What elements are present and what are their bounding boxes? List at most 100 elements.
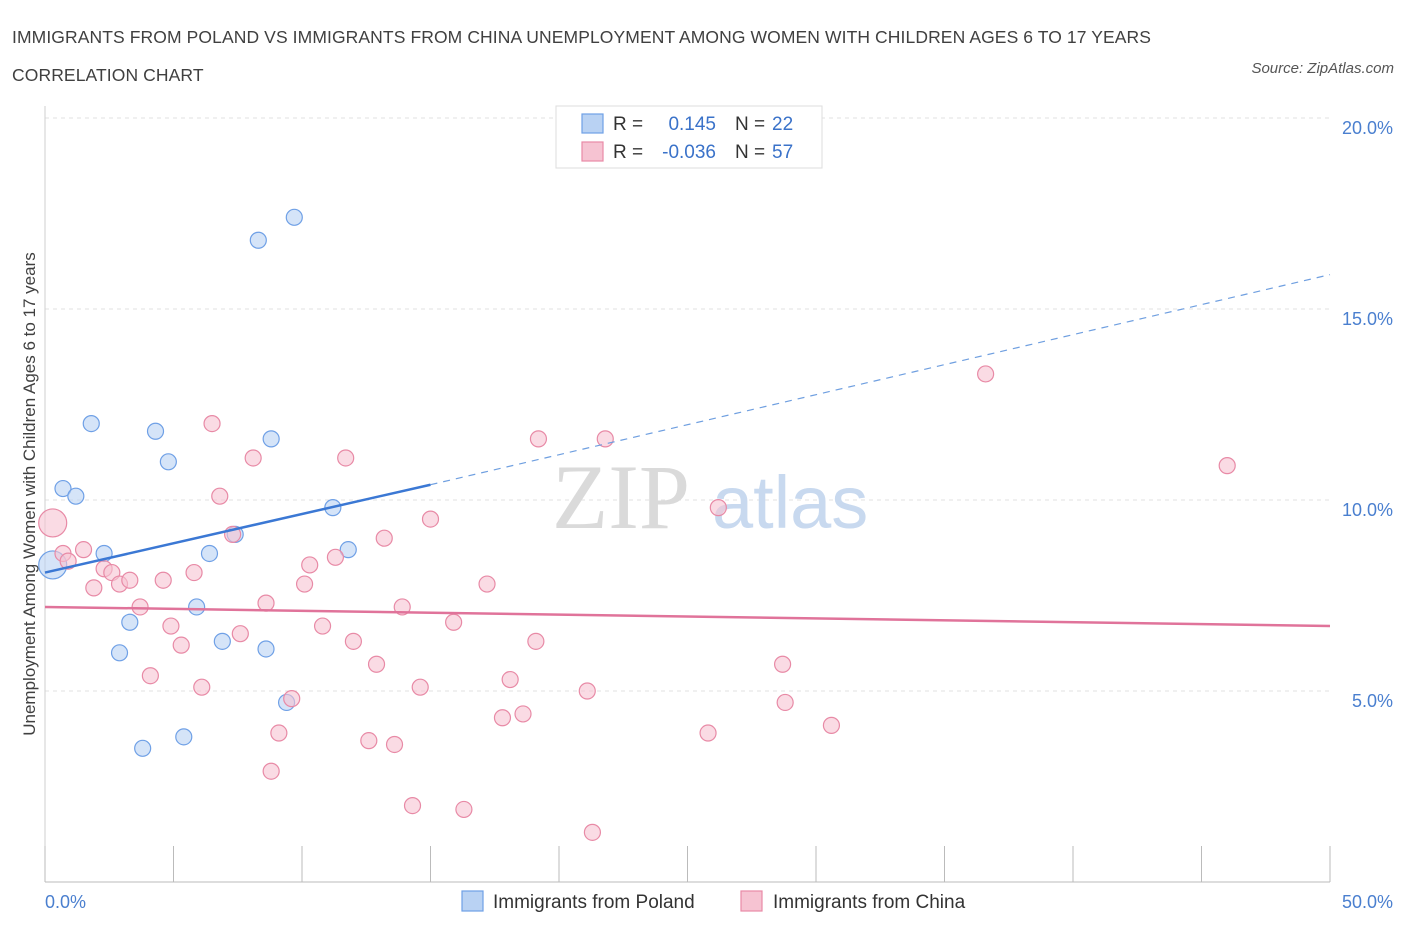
china-point <box>583 823 602 841</box>
y-tick-label-3: 20.0% <box>1342 118 1393 138</box>
china-point <box>231 625 249 643</box>
legend-n-value-poland: 22 <box>772 114 793 135</box>
china-point <box>172 636 190 654</box>
china-point <box>527 632 545 650</box>
legend-n-value-china: 57 <box>772 142 793 163</box>
x-tick-label-0: 0.0% <box>45 892 86 912</box>
source-label: Source: ZipAtlas.com <box>1251 60 1394 77</box>
china-point <box>977 365 995 383</box>
poland-point <box>121 613 139 631</box>
china-point <box>131 598 149 616</box>
poland-point <box>285 208 303 226</box>
poland-point <box>159 453 177 471</box>
poland-point <box>339 541 357 559</box>
legend-r-label-poland: R = <box>613 114 643 135</box>
china-point <box>193 678 211 696</box>
china-point <box>326 548 345 566</box>
china-point <box>360 732 378 750</box>
poland-point <box>67 487 85 505</box>
y-tick-label-2: 15.0% <box>1342 309 1393 329</box>
x-tick-label-1: 50.0% <box>1342 892 1393 912</box>
legend-n-label-china: N = <box>735 142 765 163</box>
china-point <box>596 430 614 448</box>
series-legend-swatch-china <box>740 890 763 912</box>
series-legend-swatch-poland <box>461 890 484 912</box>
legend-swatch-poland <box>581 113 604 134</box>
poland-point <box>200 544 219 563</box>
china-point <box>375 529 393 547</box>
correlation-legend: R = 0.145 N = 22 R = -0.036 N = 57 <box>555 105 823 169</box>
poland-point <box>249 231 267 249</box>
china-point <box>257 594 275 612</box>
china-point <box>514 705 532 723</box>
watermark-atlas: atlas <box>712 461 868 544</box>
x-tick-labels: 0.0% 50.0% <box>45 892 1393 912</box>
legend-n-label-poland: N = <box>735 114 765 135</box>
watermark: ZIP atlas <box>552 446 868 548</box>
china-point <box>699 724 717 742</box>
china-point <box>478 575 496 593</box>
legend-r-value-china: -0.036 <box>662 142 716 163</box>
poland-point <box>134 739 152 757</box>
china-point <box>154 571 172 589</box>
series-legend-label-china: Immigrants from China <box>773 892 966 913</box>
china-point <box>74 541 93 559</box>
china-point <box>1218 457 1236 475</box>
poland-point <box>257 640 275 658</box>
legend-r-value-poland: 0.145 <box>668 114 716 135</box>
legend-swatch-china <box>581 141 604 162</box>
china-point <box>455 800 473 819</box>
china-point <box>776 693 794 712</box>
y-tick-labels: 5.0% 10.0% 15.0% 20.0% <box>1342 118 1393 711</box>
china-point <box>578 682 596 700</box>
china-point <box>337 449 355 467</box>
china-point <box>283 690 301 708</box>
poland-point <box>262 430 280 448</box>
legend-r-label-china: R = <box>613 142 643 163</box>
y-axis-title: Unemployment Among Women with Children A… <box>20 252 39 736</box>
china-point <box>709 499 727 517</box>
y-tick-label-0: 5.0% <box>1352 691 1393 711</box>
china-point <box>141 667 159 685</box>
china-point <box>262 762 280 780</box>
poland-point <box>175 728 193 746</box>
china-point <box>445 613 463 631</box>
china-point <box>295 575 314 593</box>
china-point <box>403 796 422 815</box>
china-point <box>421 510 440 528</box>
gridlines <box>45 117 1330 692</box>
data-points <box>38 208 1236 841</box>
china-point <box>493 709 512 727</box>
china-point <box>301 556 319 574</box>
china-point <box>270 724 288 742</box>
china-point <box>529 430 548 448</box>
china-point <box>393 598 411 616</box>
china-point <box>367 655 386 673</box>
poland-point <box>188 598 206 616</box>
china-point <box>162 617 180 635</box>
axes <box>44 106 1331 883</box>
china-point <box>313 617 332 635</box>
china-point <box>121 571 139 589</box>
poland-point <box>146 422 165 440</box>
china-point <box>385 735 404 754</box>
china-point <box>244 449 262 467</box>
china-point <box>822 716 841 734</box>
poland-trend-line <box>44 483 431 574</box>
poland-trend-line-extension <box>430 274 1331 486</box>
series-legend-label-poland: Immigrants from Poland <box>493 892 695 913</box>
watermark-zip: ZIP <box>552 446 690 548</box>
china-point <box>344 632 362 650</box>
poland-point <box>82 415 100 433</box>
poland-point <box>213 632 231 650</box>
poland-point <box>110 644 129 662</box>
china-point <box>85 579 103 597</box>
china-point <box>38 508 68 538</box>
china-point <box>211 487 229 505</box>
china-point <box>411 678 429 696</box>
series-legend: Immigrants from Poland Immigrants from C… <box>461 890 966 913</box>
y-tick-label-1: 10.0% <box>1342 500 1393 520</box>
china-point <box>501 670 519 689</box>
china-point <box>773 655 792 673</box>
